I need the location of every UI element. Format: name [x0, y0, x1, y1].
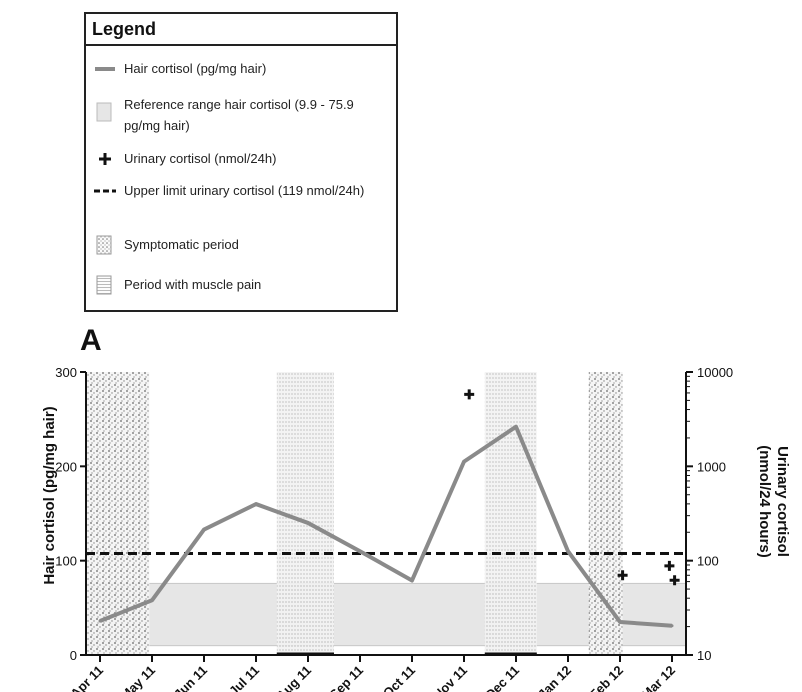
left-tick-label: 300: [55, 365, 77, 380]
legend-text: Symptomatic period: [124, 237, 239, 252]
x-tick-label: Apr 11: [67, 663, 106, 692]
muscle-pain-period: [484, 372, 537, 655]
x-tick-label: May 11: [117, 663, 158, 692]
x-tick-label: Jun 11: [171, 663, 210, 692]
hatched-box-icon: [96, 275, 112, 295]
symptomatic-period: [86, 372, 150, 655]
legend-box: Legend Hair cortisol (pg/mg hair) Refere…: [84, 12, 398, 312]
legend-text: Period with muscle pain: [124, 277, 262, 292]
x-tick-label: Feb 12: [586, 663, 626, 692]
plus-icon: [99, 153, 111, 165]
x-tick-label: Jan 12: [535, 663, 574, 692]
hair-cortisol-point: [410, 578, 414, 582]
plot-area: 0 100 200 300 10 100 1000 10000 Apr 11 May 11 Jun …: [41, 365, 791, 692]
hair-cortisol-point: [462, 460, 466, 464]
panel-label: A: [80, 324, 102, 357]
legend-title: Legend: [86, 14, 396, 46]
symptomatic-period: [588, 372, 623, 655]
gray-line-icon: [95, 67, 115, 71]
hair-cortisol-point: [618, 620, 622, 624]
left-tick-label: 100: [55, 554, 77, 569]
hair-cortisol-point: [514, 425, 518, 429]
reference-range-band: [85, 582, 687, 647]
legend-text: Reference range hair cortisol (9.9 - 75.…: [124, 97, 354, 133]
hair-cortisol-point: [150, 598, 154, 602]
hair-cortisol-point: [566, 549, 570, 553]
hair-cortisol-point: [358, 549, 362, 553]
right-axis-title-line1: Urinary cortisol: [774, 446, 791, 557]
urinary-cortisol-marker: [617, 570, 628, 581]
x-tick-label: Oct 11: [380, 663, 418, 692]
legend-text: Urinary cortisol (nmol/24h): [124, 151, 277, 166]
dotted-box-icon: [96, 235, 112, 255]
x-tick-label: Dec 11: [482, 663, 522, 692]
urinary-cortisol-marker: [664, 560, 675, 571]
right-tick-label: 10: [697, 648, 711, 663]
hair-cortisol-point: [254, 502, 258, 506]
left-tick-label: 200: [55, 459, 77, 474]
x-tick-label: Nov 11: [430, 663, 470, 692]
x-tick-label: Sep 11: [326, 663, 366, 692]
urinary-cortisol-marker: [669, 575, 680, 586]
hair-cortisol-point: [202, 528, 206, 532]
legend-text: Hair cortisol (pg/mg hair): [124, 61, 267, 76]
legend-text: Upper limit urinary cortisol (119 nmol/2…: [124, 183, 365, 198]
hair-cortisol-point: [670, 624, 674, 628]
hair-cortisol-line: [99, 424, 673, 628]
urinary-cortisol-marker: [464, 389, 475, 400]
right-tick-label: 1000: [697, 459, 726, 474]
hair-cortisol-point: [98, 619, 102, 623]
x-tick-label: Aug 11: [273, 663, 314, 692]
x-tick-label: Mar 12: [638, 663, 678, 692]
gray-box-icon: [96, 102, 112, 122]
x-tick-label: Jul 11: [226, 663, 262, 692]
left-tick-label: 0: [70, 648, 77, 663]
right-tick-label: 10000: [697, 365, 733, 380]
left-axis-title: Hair cortisol (pg/mg hair): [41, 406, 58, 584]
right-tick-label: 100: [697, 554, 719, 569]
hair-cortisol-point: [306, 521, 310, 525]
right-axis-title-line2: (nmol/24 hours): [756, 445, 773, 558]
dashed-line-icon: [94, 189, 116, 193]
